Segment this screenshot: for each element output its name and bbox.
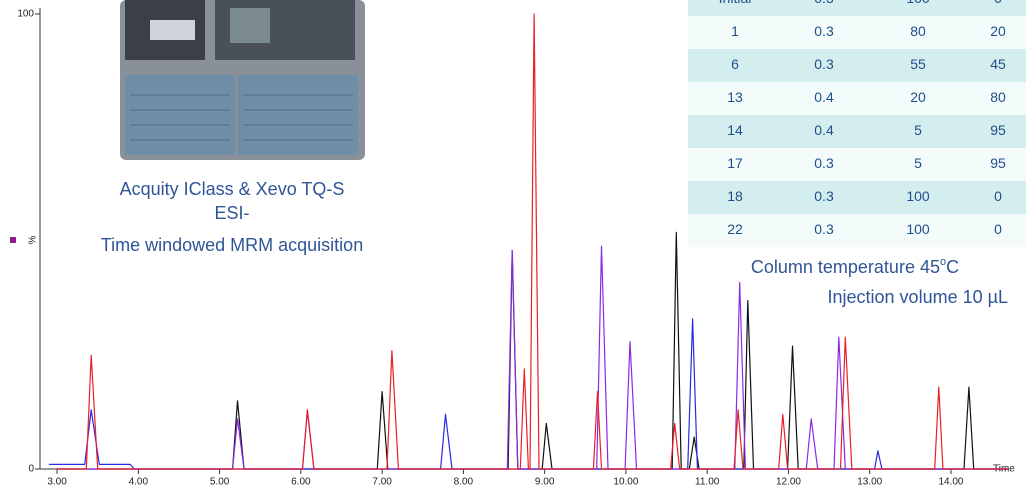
caption: Acquity IClass & Xevo TQ-S [120, 179, 345, 199]
temperature-note: Column temperature 45oC [751, 256, 959, 277]
table-cell: 20 [910, 89, 926, 105]
table-cell: Initial [719, 0, 752, 6]
x-tick-label: 9.00 [535, 477, 555, 488]
table-cell: 0.3 [814, 188, 834, 204]
table-cell: 22 [727, 221, 743, 237]
table-cell: 100 [906, 0, 930, 6]
x-tick-label: 12.00 [776, 477, 801, 488]
x-tick-label: 6.00 [291, 477, 311, 488]
table-cell: 0.3 [814, 0, 834, 6]
table-cell: 45 [990, 56, 1006, 72]
table-row [688, 82, 1026, 115]
table-row [688, 148, 1026, 181]
table-cell: 18 [727, 188, 743, 204]
table-cell: 0.4 [814, 89, 834, 105]
temp-text: Column temperature 45 [751, 257, 940, 277]
x-tick-label: 13.00 [857, 477, 882, 488]
table-cell: 80 [990, 89, 1006, 105]
trace [57, 231, 1008, 470]
trace [57, 13, 1008, 470]
table-row [688, 0, 1026, 16]
x-tick-label: 3.00 [47, 477, 67, 488]
x-tick-label: 4.00 [129, 477, 149, 488]
injection-note: Injection volume 10 µL [828, 287, 1008, 307]
trace [48, 318, 1008, 470]
caption: Time windowed MRM acquisition [101, 235, 363, 255]
table-row [688, 115, 1026, 148]
table-cell: 14 [727, 122, 743, 138]
table-cell: 13 [727, 89, 743, 105]
table-cell: 95 [990, 122, 1006, 138]
table-row [688, 16, 1026, 49]
table-cell: 0.3 [814, 23, 834, 39]
table-cell: 17 [727, 155, 743, 171]
table-row [688, 49, 1026, 82]
x-tick-label: 8.00 [454, 477, 474, 488]
table-cell: 0.4 [814, 122, 834, 138]
x-tick-label: 5.00 [210, 477, 230, 488]
table-cell: 20 [990, 23, 1006, 39]
trace [57, 245, 1008, 470]
table-row [688, 181, 1026, 214]
temp-sup: o [940, 256, 946, 268]
x-tick-label: 7.00 [372, 477, 392, 488]
table-cell: 55 [910, 56, 926, 72]
x-tick-label: 10.00 [613, 477, 638, 488]
caption: ESI- [214, 203, 249, 223]
table-cell: 0 [994, 221, 1002, 237]
table-cell: 80 [910, 23, 926, 39]
gradient-table: Initial0.3100010.3802060.35545130.420801… [688, 0, 1026, 247]
table-cell: 100 [906, 188, 930, 204]
table-cell: 0.3 [814, 56, 834, 72]
instrument-image [120, 0, 365, 160]
marker-square [10, 237, 16, 243]
table-cell: 5 [914, 155, 922, 171]
table-cell: 6 [731, 56, 739, 72]
y-tick-label: 0 [28, 464, 34, 475]
y-axis-label: % [28, 235, 39, 244]
chromatogram: 3.00 4.00 5.00 6.00 7.00 8.00 9.00 10.00 11.00 12… [17, 8, 1015, 488]
table-cell: 5 [914, 122, 922, 138]
table-cell: 1 [731, 23, 739, 39]
table-cell: 95 [990, 155, 1006, 171]
table-cell: 0 [994, 188, 1002, 204]
table-row [688, 214, 1026, 247]
x-tick-label: 14.00 [938, 477, 963, 488]
table-cell: 0.3 [814, 155, 834, 171]
x-tick-label: 11.00 [695, 477, 720, 488]
table-cell: 100 [906, 221, 930, 237]
table-cell: 0 [994, 0, 1002, 6]
temp-unit: C [946, 257, 959, 277]
y-tick-label: 100 [17, 9, 34, 20]
table-cell: 0.3 [814, 221, 834, 237]
